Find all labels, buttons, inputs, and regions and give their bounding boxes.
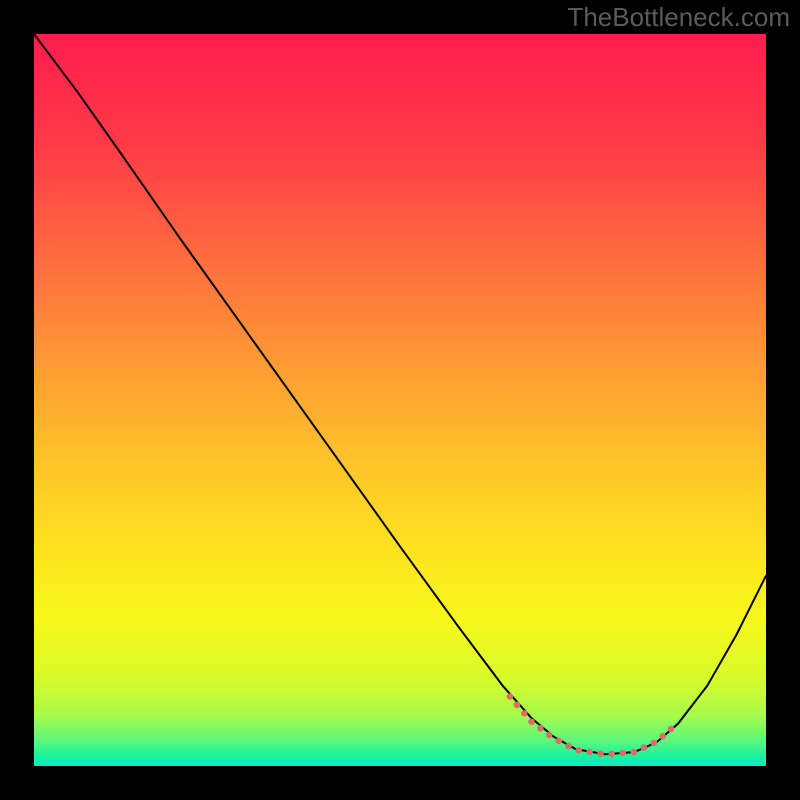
stage: TheBottleneck.com [0, 0, 800, 800]
gradient-background [34, 34, 766, 766]
chart-svg [34, 34, 766, 766]
plot-area [34, 34, 766, 766]
watermark-text: TheBottleneck.com [567, 2, 790, 33]
